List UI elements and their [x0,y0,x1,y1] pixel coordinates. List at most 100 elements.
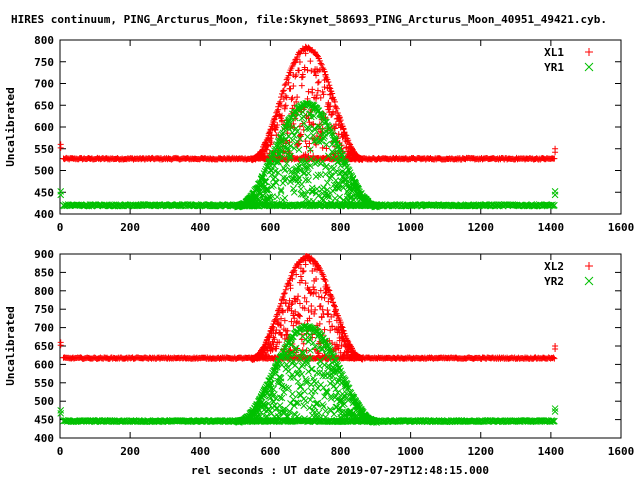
data-point [265,406,273,413]
data-point [297,383,305,390]
x-tick-label: 1000 [397,445,424,458]
data-point [334,312,341,319]
data-point [287,374,294,381]
data-point [291,315,298,322]
data-point [304,133,311,141]
y-tick-label: 700 [34,78,54,91]
data-point [307,354,314,362]
data-point [303,125,310,132]
data-point [294,378,302,385]
data-point [321,68,328,75]
data-point [271,391,278,398]
data-point [331,137,339,144]
data-point [313,369,321,377]
data-point [293,98,300,105]
data-point [294,163,302,171]
data-point [322,127,329,135]
data-point [319,144,326,151]
data-point [337,117,344,124]
data-point [285,124,292,132]
data-point [57,409,65,417]
data-point [263,185,271,193]
data-point [292,344,300,352]
data-point [296,313,303,320]
data-point [288,307,295,314]
data-point [284,364,292,371]
data-point [339,324,346,331]
data-point [275,373,283,381]
data-point [269,151,276,159]
data-point [311,310,318,317]
data-point [277,186,285,194]
data-point [321,326,328,333]
data-point [319,65,326,72]
data-point [307,146,314,153]
y-tick-label: 850 [34,266,54,279]
data-point [288,272,295,279]
data-point [268,380,275,387]
y-tick-label: 800 [34,34,54,47]
data-point [57,144,64,151]
data-point [325,286,332,293]
data-point [283,94,290,101]
data-point [295,293,302,300]
data-point [324,362,332,369]
data-point [288,318,295,325]
data-point [287,142,294,150]
legend-marker-cross [584,62,594,72]
data-point [331,124,338,131]
data-point [292,308,299,315]
data-point [307,147,314,154]
data-point [274,316,281,323]
y-axis-label: Uncalibrated [4,87,17,166]
data-point [288,301,295,308]
legend-marker-cross [584,276,594,286]
data-point [267,385,274,393]
data-point [281,82,288,89]
data-point [280,290,287,297]
data-point [287,152,294,160]
data-point [552,345,559,352]
data-point [282,144,290,151]
data-point [307,58,314,65]
data-point [338,342,345,349]
data-point [315,78,322,85]
x-tick-label: 200 [120,445,140,458]
data-point [331,302,338,309]
data-point [301,388,309,395]
data-point [300,402,308,410]
data-point [269,324,276,331]
data-point [308,302,315,309]
data-point [282,102,289,109]
data-point [327,327,334,334]
plot-panel-bottom: 400 450 500 550 600 650 700 750 800 850 900 0 200 400… [4,248,634,458]
data-point [307,396,314,404]
x-tick-label: 0 [57,221,64,234]
data-point [314,79,321,86]
data-point [320,403,327,410]
data-point [301,64,308,71]
data-point [321,393,328,400]
data-point [282,384,290,392]
data-point [272,364,279,372]
data-point [291,346,299,354]
data-point [329,111,336,118]
data-point [296,67,303,74]
data-point [347,342,354,349]
data-point [291,267,298,274]
data-point [308,67,315,74]
data-point [329,187,337,195]
data-point [271,336,278,343]
data-point [263,186,271,194]
data-point [285,79,292,86]
data-point [262,402,270,409]
data-point [290,144,298,152]
x-tick-label: 1000 [397,221,424,234]
y-tick-label: 600 [34,121,54,134]
data-point [284,327,291,334]
data-point [271,318,278,325]
data-point [313,92,320,99]
data-point [331,98,338,105]
data-point [313,275,320,282]
data-point [279,307,286,314]
